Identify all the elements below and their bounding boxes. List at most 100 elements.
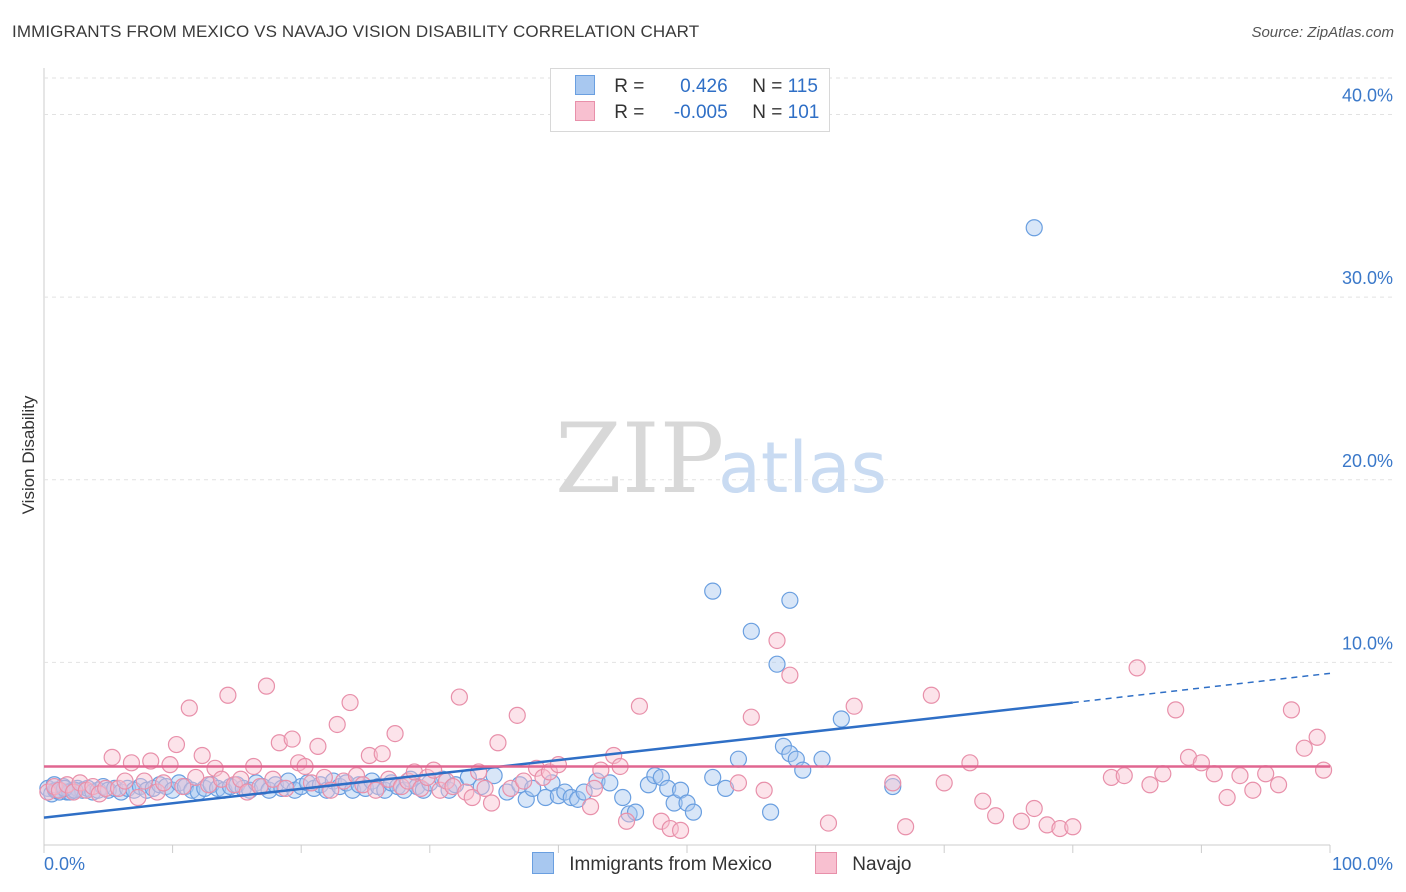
point-navajo (1012, 812, 1030, 830)
data-points (39, 219, 1333, 839)
series-label-navajo: Navajo (852, 854, 912, 875)
point-navajo (212, 770, 231, 788)
point-navajo (219, 686, 237, 704)
trend-line-mexico (43, 701, 1073, 819)
point-navajo (482, 794, 501, 812)
legend-swatch-navajo (575, 101, 595, 121)
point-navajo (508, 706, 526, 724)
point-mexico (1025, 219, 1043, 237)
point-navajo (270, 734, 288, 752)
point-mexico (768, 655, 786, 673)
point-navajo (1295, 739, 1313, 757)
trend-line-mexico-extension (1072, 672, 1331, 704)
point-navajo (463, 788, 481, 807)
point-navajo (1205, 765, 1223, 783)
point-navajo (206, 759, 224, 777)
point-mexico (209, 779, 227, 797)
point-navajo (1269, 776, 1288, 794)
point-mexico (832, 710, 850, 728)
point-mexico (639, 776, 658, 794)
point-mexico (652, 768, 670, 787)
point-navajo (671, 821, 690, 839)
point-navajo (1128, 659, 1146, 677)
legend-r-label: R = (614, 76, 645, 97)
point-mexico (704, 768, 722, 787)
point-navajo (897, 818, 915, 836)
point-navajo (200, 776, 218, 794)
point-mexico (716, 779, 735, 797)
chart-title: IMMIGRANTS FROM MEXICO VS NAVAJO VISION … (12, 22, 700, 41)
point-mexico (678, 794, 696, 812)
legend-n-label: N = (752, 102, 783, 123)
point-navajo (592, 761, 610, 779)
point-mexico (729, 750, 748, 768)
point-navajo (1192, 754, 1211, 772)
series-legend: Immigrants from Mexico Navajo (0, 852, 1406, 878)
point-navajo (264, 770, 282, 788)
point-mexico (183, 781, 201, 799)
point-navajo (974, 792, 992, 810)
point-mexico (517, 790, 535, 808)
legend-n-label: N = (752, 76, 783, 97)
point-navajo (1141, 776, 1159, 794)
x-tick-label: 100.0% (1332, 854, 1393, 874)
point-navajo (373, 745, 391, 763)
point-navajo (328, 715, 346, 734)
series-legend-navajo[interactable]: Navajo (815, 852, 911, 876)
point-mexico (536, 788, 555, 807)
legend-r-value: 0.426 (680, 76, 728, 97)
point-navajo (630, 697, 649, 715)
point-navajo (961, 754, 979, 772)
y-tick-label: 40.0% (1342, 86, 1393, 106)
legend-swatch-mexico (575, 75, 595, 95)
point-navajo (476, 779, 494, 797)
point-navajo (1025, 799, 1043, 818)
point-navajo (755, 781, 773, 799)
y-tick-label: 30.0% (1342, 268, 1393, 288)
point-navajo (1218, 788, 1236, 807)
point-mexico (626, 803, 645, 821)
point-mexico (684, 803, 703, 821)
series-swatch-mexico (532, 852, 554, 874)
point-navajo (652, 812, 670, 830)
point-navajo (1154, 765, 1172, 783)
legend-row-navajo: R = -0.005 N = 101 (575, 101, 819, 127)
point-navajo (1282, 701, 1301, 719)
point-navajo (1231, 767, 1249, 785)
point-navajo (97, 779, 115, 797)
legend-n-value: 115 (787, 76, 818, 97)
point-mexico (742, 622, 760, 640)
point-navajo (167, 735, 186, 754)
point-navajo (585, 779, 604, 797)
point-navajo (431, 781, 449, 799)
point-navajo (768, 631, 786, 650)
point-navajo (819, 814, 838, 832)
series-label-mexico: Immigrants from Mexico (569, 854, 772, 875)
point-navajo (129, 788, 147, 807)
point-navajo (122, 754, 141, 772)
point-navajo (174, 777, 192, 796)
point-navajo (581, 798, 600, 816)
point-navajo (1257, 765, 1275, 783)
y-tick-label: 20.0% (1342, 451, 1393, 471)
point-navajo (729, 774, 748, 792)
point-mexico (659, 779, 677, 797)
point-navajo (1308, 728, 1326, 746)
point-navajo (742, 708, 760, 726)
point-navajo (277, 779, 295, 797)
point-mexico (575, 783, 593, 801)
point-navajo (987, 807, 1005, 825)
point-navajo (1115, 767, 1133, 785)
point-navajo (180, 699, 198, 717)
watermark-zip: ZIP (555, 403, 724, 515)
source-label: Source: ZipAtlas.com (1251, 24, 1394, 41)
point-navajo (1051, 819, 1069, 838)
point-navajo (412, 779, 430, 797)
point-mexico (562, 788, 580, 807)
series-legend-mexico[interactable]: Immigrants from Mexico (532, 852, 772, 876)
point-navajo (1314, 761, 1333, 779)
point-navajo (135, 772, 153, 790)
point-navajo (148, 783, 166, 801)
point-navajo (502, 779, 520, 797)
